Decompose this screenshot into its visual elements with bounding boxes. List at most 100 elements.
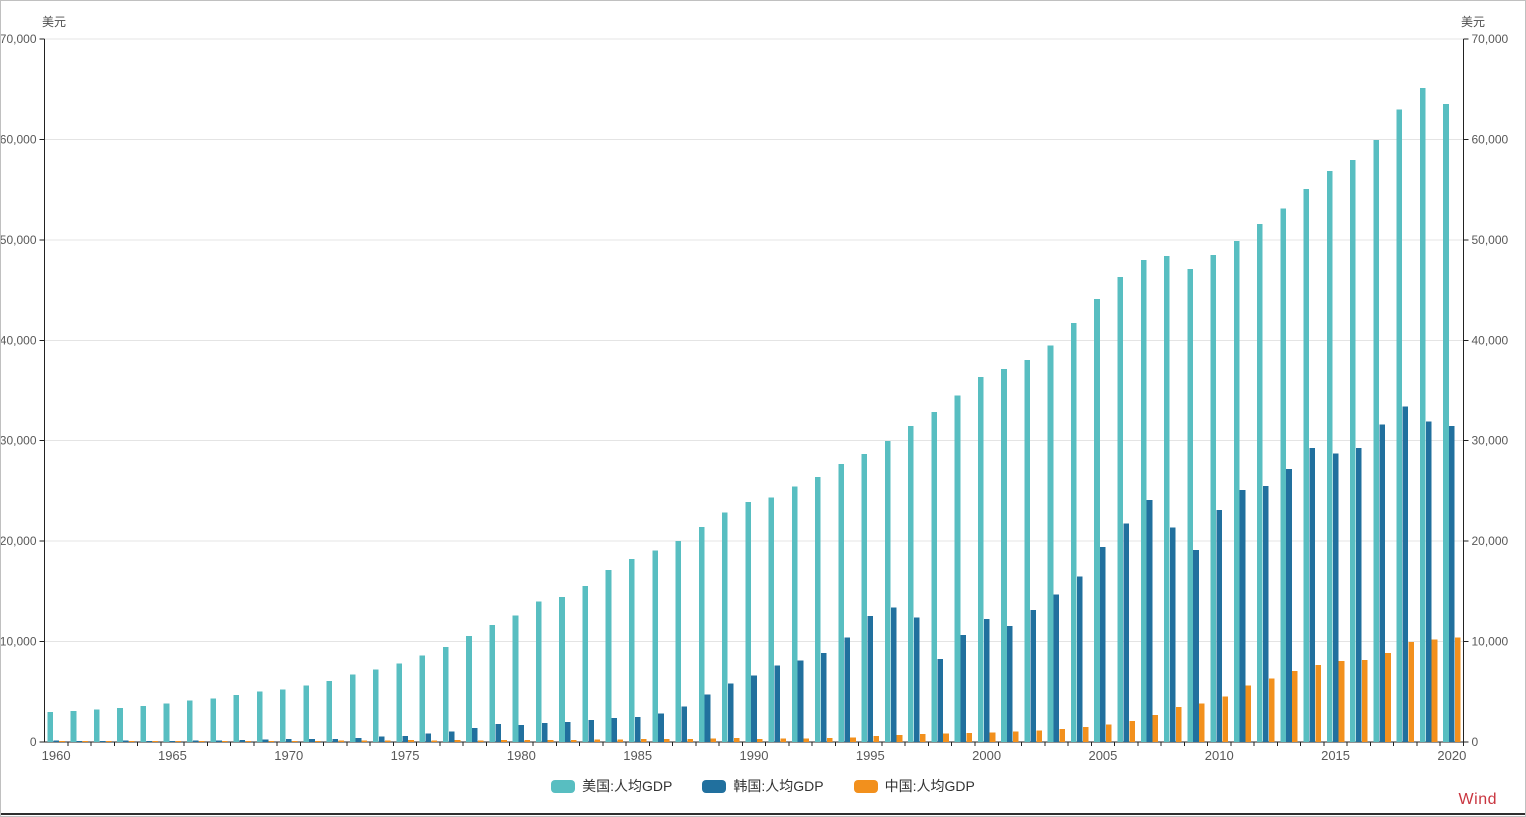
bar-1-1973 xyxy=(355,737,362,742)
bar-1-2017 xyxy=(1379,424,1385,742)
bar-0-1960 xyxy=(47,711,54,742)
bar-0-2019 xyxy=(1419,88,1426,742)
bar-1-1965 xyxy=(169,740,176,742)
bar-2-1975 xyxy=(408,740,414,742)
bar-1-1968 xyxy=(239,740,246,742)
bar-1-1967 xyxy=(216,740,222,742)
right-axis-unit-label: 美元 xyxy=(1460,15,1485,29)
bar-1-2006 xyxy=(1123,523,1129,742)
wind-watermark: Wind xyxy=(1458,791,1497,808)
x-axis-label: 2015 xyxy=(1321,748,1350,763)
bar-0-1988 xyxy=(698,526,705,742)
bar-1-1983 xyxy=(588,719,594,742)
bar-2-2004 xyxy=(1082,726,1089,742)
bar-2-1968 xyxy=(245,741,251,742)
y-axis-label-left: 60,000 xyxy=(1,132,37,146)
bar-1-2005 xyxy=(1100,547,1106,742)
legend-item-usa[interactable]: 美国:人均GDP xyxy=(551,776,672,796)
legend-label-usa: 美国:人均GDP xyxy=(582,778,673,794)
bar-2-2001 xyxy=(1012,731,1019,742)
bar-1-2015 xyxy=(1332,453,1339,742)
y-axis-label-right: 40,000 xyxy=(1472,333,1509,347)
bar-0-1970 xyxy=(280,689,286,742)
bar-1-2019 xyxy=(1425,421,1432,742)
bar-1-1991 xyxy=(774,665,781,742)
x-axis-label: 1995 xyxy=(856,748,885,763)
y-axis-label-left: 30,000 xyxy=(1,434,37,448)
bar-0-2001 xyxy=(1001,369,1007,742)
bar-2-1976 xyxy=(431,740,438,742)
bar-0-1961 xyxy=(70,711,77,742)
bar-0-1963 xyxy=(117,708,123,742)
y-axis-label-right: 60,000 xyxy=(1472,132,1509,146)
bar-2-1994 xyxy=(850,737,856,742)
x-axis-label: 1970 xyxy=(274,748,303,763)
bar-2-1997 xyxy=(919,734,926,742)
bar-2-1999 xyxy=(966,733,973,742)
bar-0-1993 xyxy=(815,477,821,742)
bar-0-2009 xyxy=(1187,268,1193,742)
bar-1-1960 xyxy=(53,740,59,742)
bar-1-1988 xyxy=(704,694,711,742)
bar-0-1994 xyxy=(838,463,844,742)
bar-1-1977 xyxy=(448,731,455,742)
bar-0-1971 xyxy=(303,685,309,742)
bar-1-1998 xyxy=(937,658,943,742)
bar-2-1995 xyxy=(873,735,880,742)
y-axis-label-right: 0 xyxy=(1472,735,1479,749)
bar-0-1995 xyxy=(861,453,868,742)
bar-2-1996 xyxy=(896,734,903,742)
bar-0-1972 xyxy=(326,680,333,742)
bar-2-1987 xyxy=(687,738,693,742)
bar-2-1982 xyxy=(571,739,577,742)
x-axis-label: 2020 xyxy=(1437,748,1466,763)
bar-0-1985 xyxy=(628,558,635,742)
bar-0-2002 xyxy=(1024,360,1031,742)
x-axis-label: 1960 xyxy=(42,748,71,763)
bar-0-1984 xyxy=(605,570,612,742)
bar-2-1961 xyxy=(82,741,89,742)
bar-1-1972 xyxy=(332,738,339,742)
bar-1-1986 xyxy=(658,713,664,742)
y-axis-label-left: 20,000 xyxy=(1,534,37,548)
bar-0-1986 xyxy=(652,550,658,742)
bar-2-2009 xyxy=(1199,703,1205,742)
bar-1-1997 xyxy=(914,617,920,742)
bar-1-1979 xyxy=(495,724,501,742)
bar-0-1981 xyxy=(535,601,542,742)
bar-1-2009 xyxy=(1193,549,1199,742)
bar-0-1964 xyxy=(140,706,147,742)
bar-2-2006 xyxy=(1129,720,1135,742)
x-axis-label: 1990 xyxy=(740,748,769,763)
bar-1-2014 xyxy=(1309,448,1316,742)
bar-0-2006 xyxy=(1117,277,1124,742)
x-axis-label: 1965 xyxy=(158,748,187,763)
bar-0-1982 xyxy=(559,597,565,742)
bar-0-2008 xyxy=(1164,256,1170,742)
bar-1-1980 xyxy=(518,724,525,742)
bar-1-2016 xyxy=(1356,447,1362,742)
bar-0-2020 xyxy=(1443,103,1449,743)
bar-2-1992 xyxy=(803,738,810,742)
bar-0-1980 xyxy=(512,615,519,742)
bar-0-2014 xyxy=(1303,189,1310,742)
bar-2-1998 xyxy=(943,733,949,742)
legend-item-china[interactable]: 中国:人均GDP xyxy=(853,776,975,796)
y-axis-label-right: 10,000 xyxy=(1472,635,1509,649)
bar-0-1992 xyxy=(791,486,798,742)
bar-1-2000 xyxy=(983,618,990,742)
bar-1-2004 xyxy=(1076,576,1083,742)
bar-2-2014 xyxy=(1315,664,1321,742)
legend-label-china: 中国:人均GDP xyxy=(884,778,975,794)
x-axis-label: 1980 xyxy=(507,748,536,763)
bar-2-1966 xyxy=(198,740,205,742)
bar-1-1971 xyxy=(309,738,315,742)
legend-swatch-korea-icon xyxy=(702,779,727,793)
bar-0-1989 xyxy=(722,512,728,742)
bar-2-1981 xyxy=(547,740,554,742)
y-axis-label-right: 70,000 xyxy=(1472,32,1509,46)
legend-swatch-usa-icon xyxy=(551,779,576,793)
bar-1-1992 xyxy=(797,660,804,742)
bar-2-1980 xyxy=(524,740,531,742)
legend-item-korea[interactable]: 韩国:人均GDP xyxy=(702,776,824,796)
